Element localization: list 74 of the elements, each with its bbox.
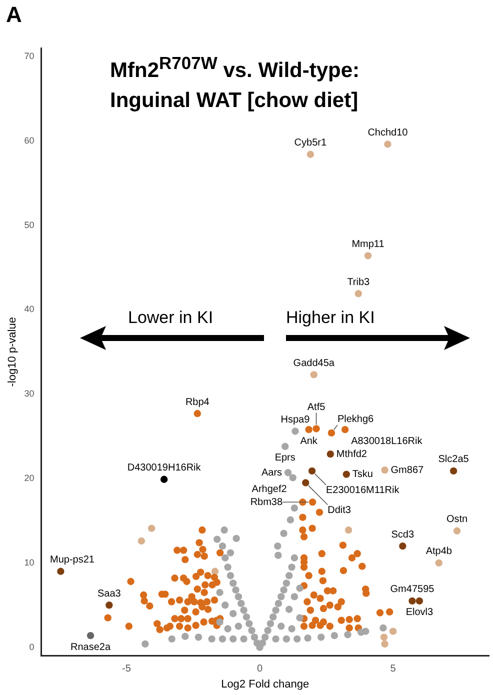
point bbox=[326, 450, 334, 458]
annotation: Mup-ps21 bbox=[50, 554, 95, 566]
annotation: Plekhg6 bbox=[337, 414, 374, 426]
annotation: Elovl3 bbox=[406, 607, 434, 618]
annotation: Ostn bbox=[446, 514, 468, 526]
point bbox=[450, 467, 458, 475]
point bbox=[302, 479, 310, 486]
x-axis-title: Log2 Fold change bbox=[221, 678, 310, 690]
point bbox=[389, 628, 397, 635]
annotation: Aars bbox=[261, 467, 282, 478]
point bbox=[211, 568, 219, 575]
annotation: Saa3 bbox=[98, 588, 122, 600]
y-tick-label: 40 bbox=[24, 304, 34, 314]
point bbox=[381, 466, 388, 474]
annotation: Rbm38 bbox=[250, 496, 283, 508]
annotation: Gm47595 bbox=[390, 584, 435, 596]
text: A bbox=[6, 2, 22, 28]
annotation: E230016M11Rik bbox=[326, 485, 400, 496]
annotation: Mmp11 bbox=[352, 238, 385, 250]
y-tick-label: 30 bbox=[24, 388, 34, 399]
point bbox=[344, 526, 352, 534]
annotation: Gm867 bbox=[390, 464, 424, 476]
point bbox=[342, 470, 350, 478]
y-axis-title: -log10 p-value bbox=[6, 317, 19, 387]
annotation: Higher in KI bbox=[286, 308, 375, 328]
annotation: Scd3 bbox=[391, 529, 414, 540]
point bbox=[306, 150, 314, 158]
annotation: Lower in KI bbox=[128, 308, 214, 328]
point bbox=[399, 542, 406, 550]
text: Mfn2$^{R707W}$ vs. Wild-type: Inguinal WAT [chow diet] bbox=[110, 52, 361, 114]
point bbox=[380, 634, 388, 641]
point bbox=[308, 467, 316, 475]
point bbox=[148, 524, 156, 532]
y-tick-label: 10 bbox=[24, 557, 34, 568]
point bbox=[381, 640, 388, 648]
point bbox=[354, 290, 362, 298]
annotation: Trib3 bbox=[347, 276, 370, 288]
x-tick-label: -5 bbox=[122, 664, 132, 675]
point bbox=[138, 537, 146, 545]
annotation: Hspa9 bbox=[280, 414, 310, 426]
annotation: Cyb5r1 bbox=[294, 138, 327, 149]
annotation: D430019H16Rik bbox=[127, 462, 202, 474]
annotation: Gadd45a bbox=[293, 358, 335, 369]
point bbox=[106, 602, 113, 609]
annotation: Tsku bbox=[352, 469, 373, 480]
point bbox=[57, 568, 64, 575]
y-tick-label: 20 bbox=[24, 473, 34, 484]
point bbox=[310, 371, 318, 378]
point bbox=[435, 559, 442, 567]
point bbox=[408, 597, 416, 605]
annotation: Arhgef2 bbox=[252, 484, 288, 495]
y-tick-label: 50 bbox=[24, 220, 34, 230]
x-tick-label: 5 bbox=[390, 664, 396, 675]
point bbox=[364, 252, 372, 260]
point bbox=[160, 476, 168, 483]
annotation: Ddit3 bbox=[328, 504, 352, 516]
annotation: Rnase2a bbox=[70, 642, 111, 653]
x-tick-label: 0 bbox=[256, 664, 263, 675]
annotation: Atp4b bbox=[426, 546, 452, 558]
point bbox=[384, 140, 392, 148]
y-tick-label: 0 bbox=[29, 642, 34, 652]
point bbox=[86, 632, 94, 640]
annotation: Eprs bbox=[274, 452, 296, 464]
annotation: Ank bbox=[300, 436, 318, 447]
annotation: Mthfd2 bbox=[336, 448, 368, 460]
annotation: Slc2a5 bbox=[438, 454, 470, 466]
annotation: Atf5 bbox=[307, 402, 326, 413]
point bbox=[453, 527, 461, 534]
annotation: Rbp4 bbox=[185, 396, 210, 408]
annotation: Chchd10 bbox=[368, 127, 408, 138]
point bbox=[416, 597, 424, 605]
annotation: A830018L16Rik bbox=[351, 436, 424, 447]
y-tick-label: 70 bbox=[24, 50, 34, 61]
y-tick-label: 60 bbox=[24, 135, 34, 146]
